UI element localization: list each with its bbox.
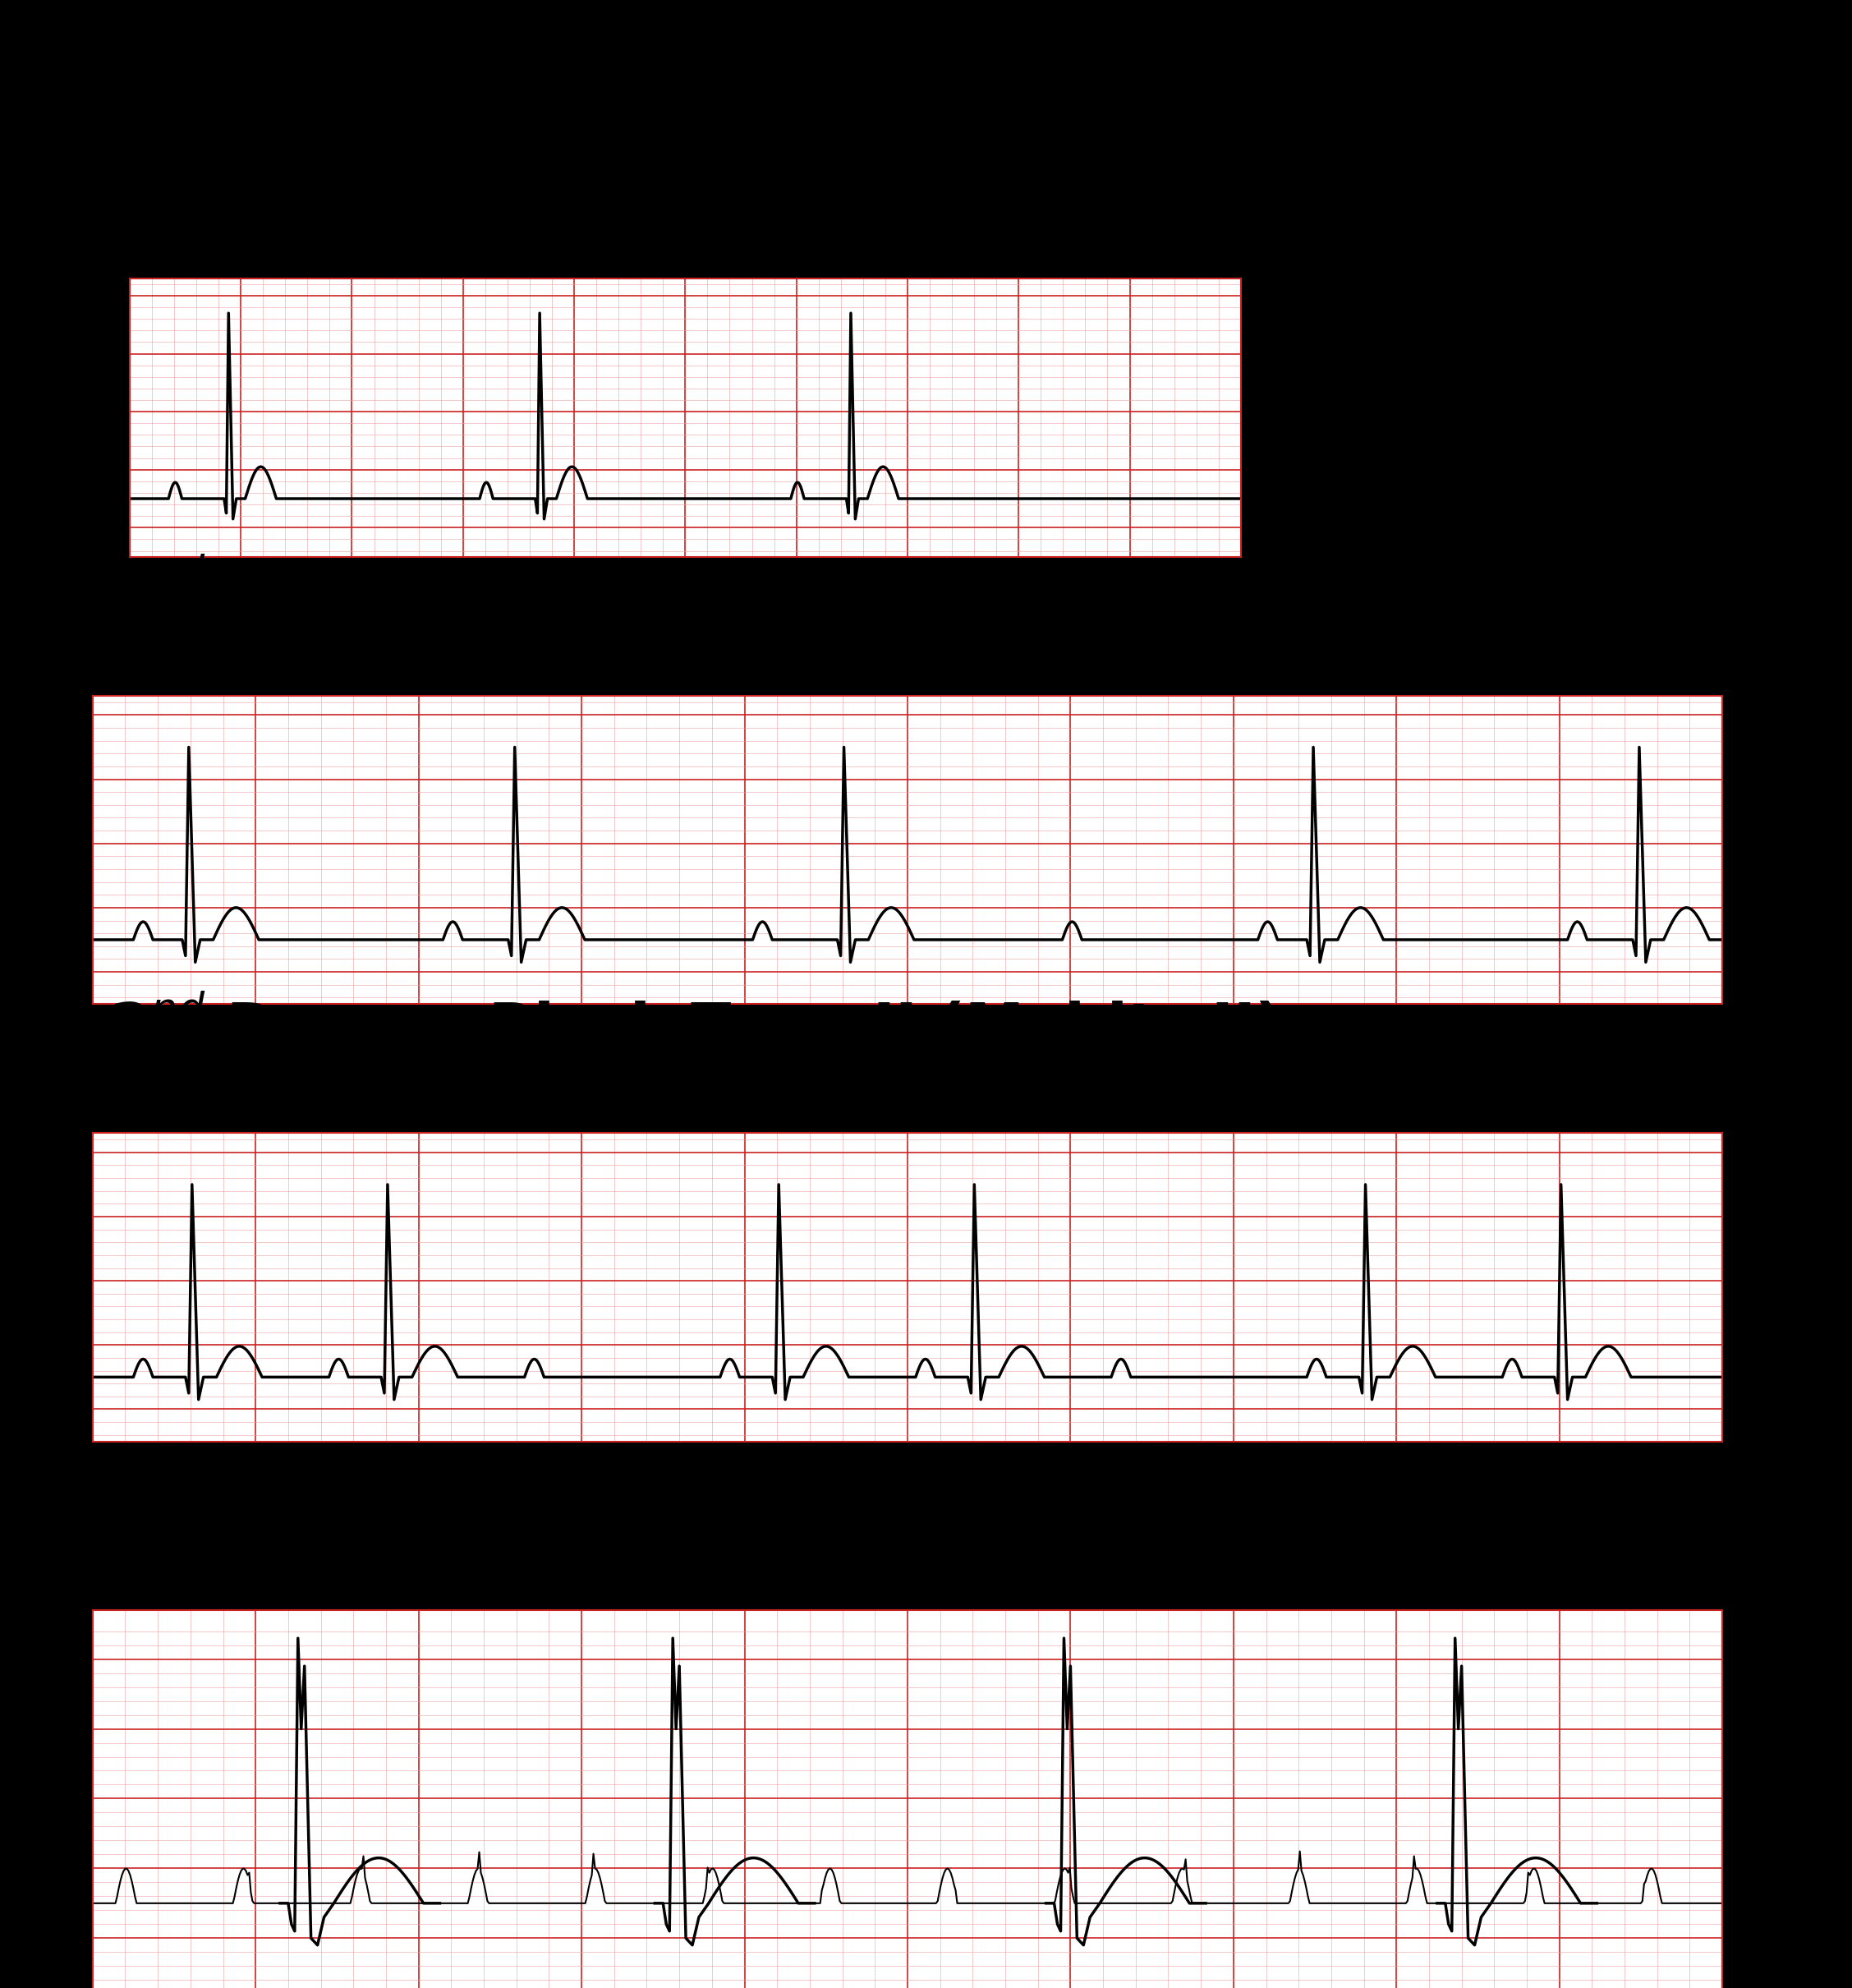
Text: 2$^{nd}$ Degree Block Type I (Wenckebach or Mobitz I): 2$^{nd}$ Degree Block Type I (Wenckebach… <box>109 553 1769 624</box>
Text: 3$^{rd}$ Degree Block: 3$^{rd}$ Degree Block <box>109 1467 663 1539</box>
Text: 1$^{st}$ Degree Block: 1$^{st}$ Degree Block <box>141 135 689 205</box>
Text: 2$^{nd}$ Degree Block Type II (Mobitz II): 2$^{nd}$ Degree Block Type II (Mobitz II… <box>109 990 1278 1062</box>
